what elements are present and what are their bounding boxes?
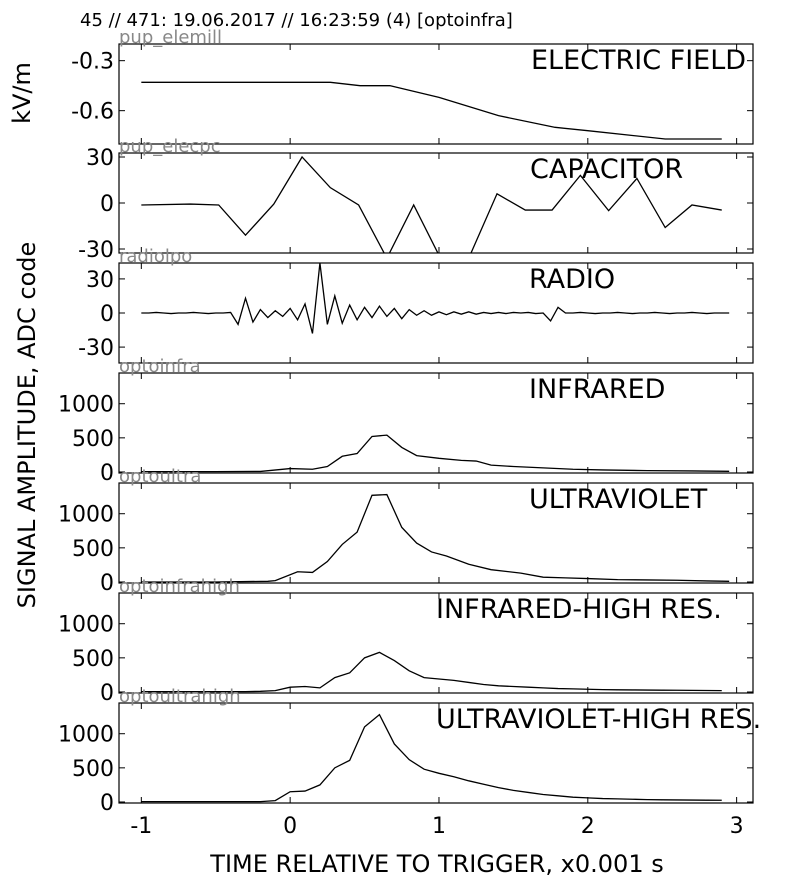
channel-label: optoinfrahigh bbox=[119, 576, 240, 597]
y-tick-label: 0 bbox=[100, 571, 114, 596]
channel-label: optoultrahigh bbox=[119, 686, 241, 707]
y-tick-label: 1000 bbox=[58, 723, 114, 748]
y-tick-label: 500 bbox=[72, 647, 114, 672]
y-tick-label: 30 bbox=[86, 146, 114, 171]
x-tick-label: -1 bbox=[130, 814, 152, 839]
x-tick-label: 2 bbox=[581, 814, 595, 839]
y-tick-label: 1000 bbox=[58, 503, 114, 528]
y-tick-label: -0.6 bbox=[71, 100, 114, 125]
signal-line bbox=[141, 263, 730, 334]
plot-area bbox=[141, 713, 722, 803]
y-tick-label: 0 bbox=[100, 791, 114, 816]
signal-line bbox=[141, 155, 722, 253]
signal-line bbox=[141, 713, 722, 803]
panel-title: CAPACITOR bbox=[530, 154, 683, 185]
x-axis-label: TIME RELATIVE TO TRIGGER, x0.001 s bbox=[209, 850, 663, 878]
y-tick-label: 30 bbox=[86, 268, 114, 293]
panel-title: INFRARED-HIGH RES. bbox=[436, 594, 722, 625]
panel-frame bbox=[118, 43, 754, 145]
panel-frame bbox=[118, 702, 754, 804]
y-axis-label: SIGNAL AMPLITUDE, ADC code bbox=[13, 242, 41, 609]
plot-area bbox=[141, 493, 730, 583]
panel-title: ELECTRIC FIELD bbox=[531, 45, 746, 76]
plot-area bbox=[141, 263, 730, 334]
y-tick-label: 0 bbox=[100, 681, 114, 706]
signal-line bbox=[141, 493, 730, 583]
signal-line bbox=[141, 651, 722, 693]
y-tick-label: -0.3 bbox=[71, 50, 114, 75]
channel-label: pup_elemill bbox=[119, 27, 222, 48]
signal-line bbox=[141, 434, 730, 473]
plot-area bbox=[141, 434, 730, 473]
y-tick-label: 1000 bbox=[58, 393, 114, 418]
y-tick-label: 0 bbox=[100, 192, 114, 217]
signal-line bbox=[141, 81, 722, 140]
plot-area bbox=[141, 651, 722, 693]
panel-frame bbox=[118, 482, 754, 584]
y-tick-label: 500 bbox=[72, 427, 114, 452]
panel-frame bbox=[118, 372, 754, 474]
y-tick-label: 0 bbox=[100, 461, 114, 486]
y-tick-label: 500 bbox=[72, 757, 114, 782]
y-tick-label: 1000 bbox=[58, 613, 114, 638]
x-tick-label: 1 bbox=[432, 814, 446, 839]
panel-title: ULTRAVIOLET-HIGH RES. bbox=[436, 704, 761, 735]
y-tick-label: 500 bbox=[72, 537, 114, 562]
y-tick-label: -30 bbox=[78, 238, 114, 263]
header: 45 // 471: 19.06.2017 // 16:23:59 (4) [o… bbox=[80, 10, 513, 31]
panel-title: ULTRAVIOLET bbox=[529, 484, 708, 515]
plot-area bbox=[141, 81, 722, 140]
channel-label: radiolpo bbox=[119, 246, 192, 267]
y-tick-label: -30 bbox=[78, 336, 114, 361]
y-tick-label: 0 bbox=[100, 302, 114, 327]
x-tick-label: 3 bbox=[730, 814, 744, 839]
channel-label: pup_elecpc bbox=[119, 136, 221, 157]
y-axis-label-top: kV/m bbox=[8, 62, 36, 124]
channel-label: optoultra bbox=[119, 466, 201, 487]
panel-title: INFRARED bbox=[529, 374, 665, 405]
x-tick-label: 0 bbox=[283, 814, 297, 839]
channel-label: optoinfra bbox=[119, 356, 201, 377]
plot-area bbox=[141, 155, 722, 253]
panel-title: RADIO bbox=[529, 264, 615, 295]
panel-frame bbox=[118, 592, 754, 694]
